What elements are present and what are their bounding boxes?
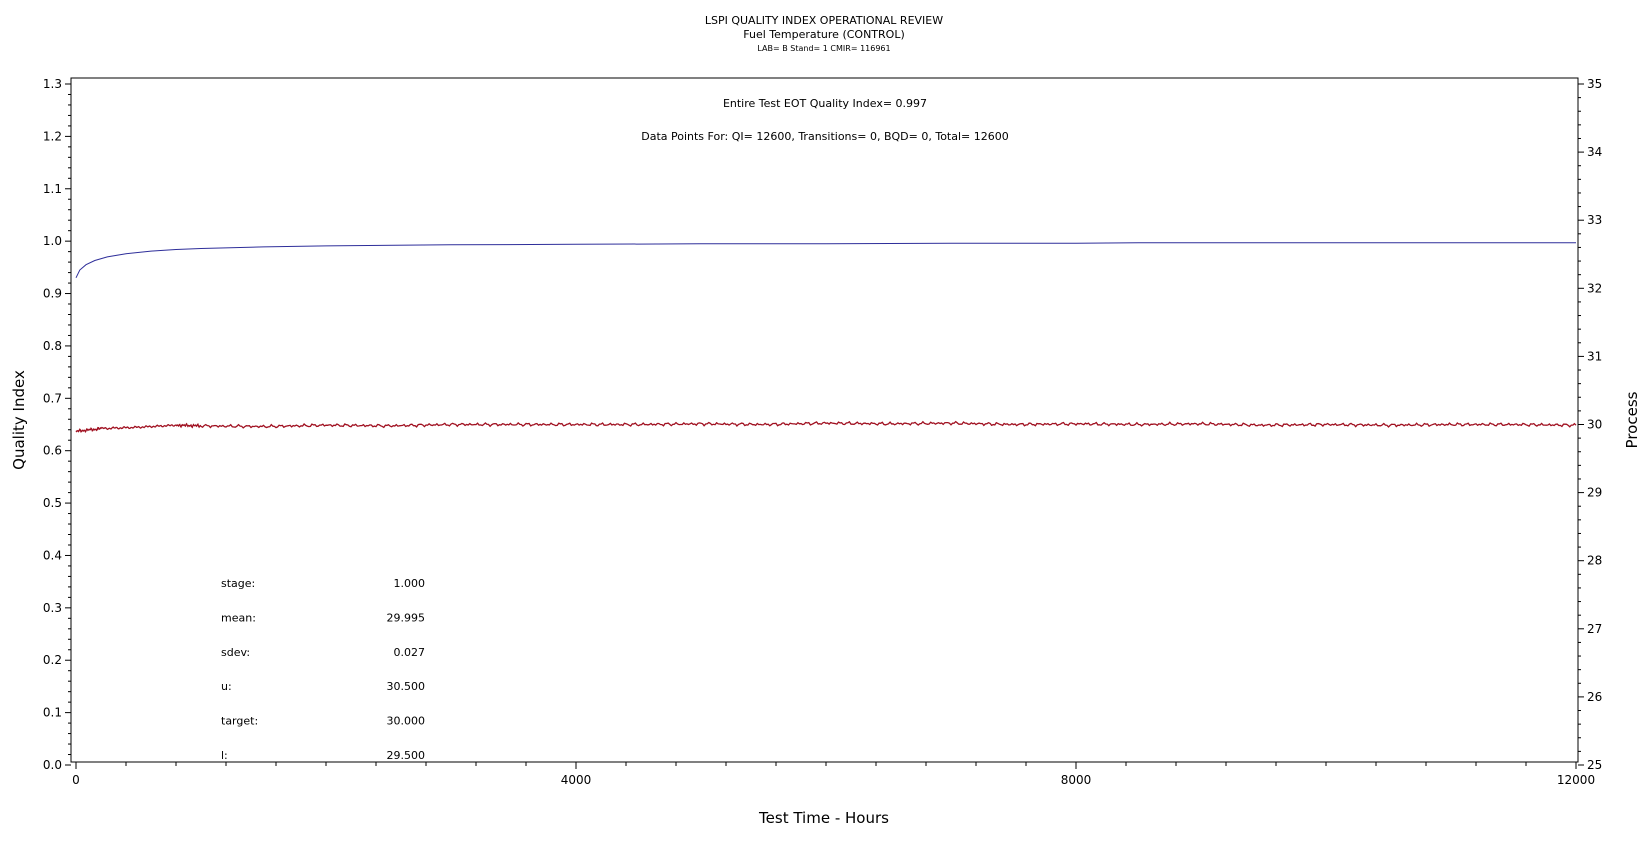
y-right-tick-label: 28 bbox=[1587, 554, 1602, 568]
chart-meta-line: LAB= B Stand= 1 CMIR= 116961 bbox=[757, 44, 890, 53]
y-left-tick-label: 0.7 bbox=[43, 391, 62, 405]
y-right-tick-label: 31 bbox=[1587, 349, 1602, 363]
y-right-tick-label: 34 bbox=[1587, 145, 1602, 159]
series-line-quality-index bbox=[75, 242, 1576, 279]
stat-value: 30.500 bbox=[387, 680, 426, 693]
y-right-tick-label: 35 bbox=[1587, 77, 1602, 91]
x-tick-label: 4000 bbox=[561, 773, 592, 787]
y-left-tick-label: 0.0 bbox=[43, 758, 62, 772]
series-layer bbox=[75, 242, 1577, 434]
stat-label: stage: bbox=[221, 577, 255, 590]
y-right-tick-label: 27 bbox=[1587, 622, 1602, 636]
y-left-tick-label: 1.2 bbox=[43, 129, 62, 143]
stat-value: 29.995 bbox=[387, 611, 426, 624]
y-left-tick-label: 0.3 bbox=[43, 601, 62, 615]
stat-value: 29.500 bbox=[387, 749, 426, 762]
stat-label: l: bbox=[221, 749, 228, 762]
stats-block: stage: 1.000 mean: 29.995 sdev: 0.027 u: 30.500… bbox=[221, 577, 425, 762]
chart-subtitle: Fuel Temperature (CONTROL) bbox=[743, 28, 905, 41]
y-left-tick-label: 1.1 bbox=[43, 182, 62, 196]
stat-value: 30.000 bbox=[387, 715, 426, 728]
y-right-tick-label: 29 bbox=[1587, 486, 1602, 500]
annotation-data-points: Data Points For: QI= 12600, Transitions=… bbox=[641, 130, 1009, 143]
plot-frame bbox=[70, 77, 1579, 763]
y-axis-label-left: Quality Index bbox=[10, 370, 28, 470]
y-right-tick-label: 30 bbox=[1587, 418, 1602, 432]
y-left-tick-label: 0.2 bbox=[43, 653, 62, 667]
x-tick-label: 12000 bbox=[1557, 773, 1595, 787]
series-line-process bbox=[75, 420, 1577, 434]
y-left-tick-label: 0.8 bbox=[43, 339, 62, 353]
chart-title: LSPI QUALITY INDEX OPERATIONAL REVIEW bbox=[705, 14, 943, 27]
annotation-quality-index: Entire Test EOT Quality Index= 0.997 bbox=[723, 97, 927, 110]
stat-label: sdev: bbox=[221, 646, 250, 659]
x-tick-label: 0 bbox=[72, 773, 80, 787]
y-left-tick-label: 1.3 bbox=[43, 77, 62, 91]
y-left-tick-label: 0.4 bbox=[43, 548, 62, 562]
y-left-tick-label: 1.0 bbox=[43, 234, 62, 248]
x-axis-label: Test Time - Hours bbox=[758, 809, 889, 827]
x-tick-label: 8000 bbox=[1061, 773, 1092, 787]
stat-value: 0.027 bbox=[394, 646, 426, 659]
y-left-tick-label: 0.5 bbox=[43, 496, 62, 510]
stat-label: mean: bbox=[221, 611, 256, 624]
y-right-tick-label: 26 bbox=[1587, 690, 1602, 704]
y-right-tick-label: 32 bbox=[1587, 281, 1602, 295]
y-left-tick-label: 0.6 bbox=[43, 444, 62, 458]
stat-label: u: bbox=[221, 680, 232, 693]
y-left-tick-label: 0.1 bbox=[43, 706, 62, 720]
stat-label: target: bbox=[221, 715, 258, 728]
y-axis-label-right: Process bbox=[1623, 391, 1641, 448]
stat-value: 1.000 bbox=[394, 577, 426, 590]
y-left-tick-label: 0.9 bbox=[43, 287, 62, 301]
y-right-tick-label: 25 bbox=[1587, 758, 1602, 772]
axis-ticks: 0.0 0.1 0.2 0.3 0.4 0.5 0.6 0.7 0.8 0.9 1.0 1.1 1.2 1… bbox=[43, 77, 1602, 787]
y-right-tick-label: 33 bbox=[1587, 213, 1602, 227]
